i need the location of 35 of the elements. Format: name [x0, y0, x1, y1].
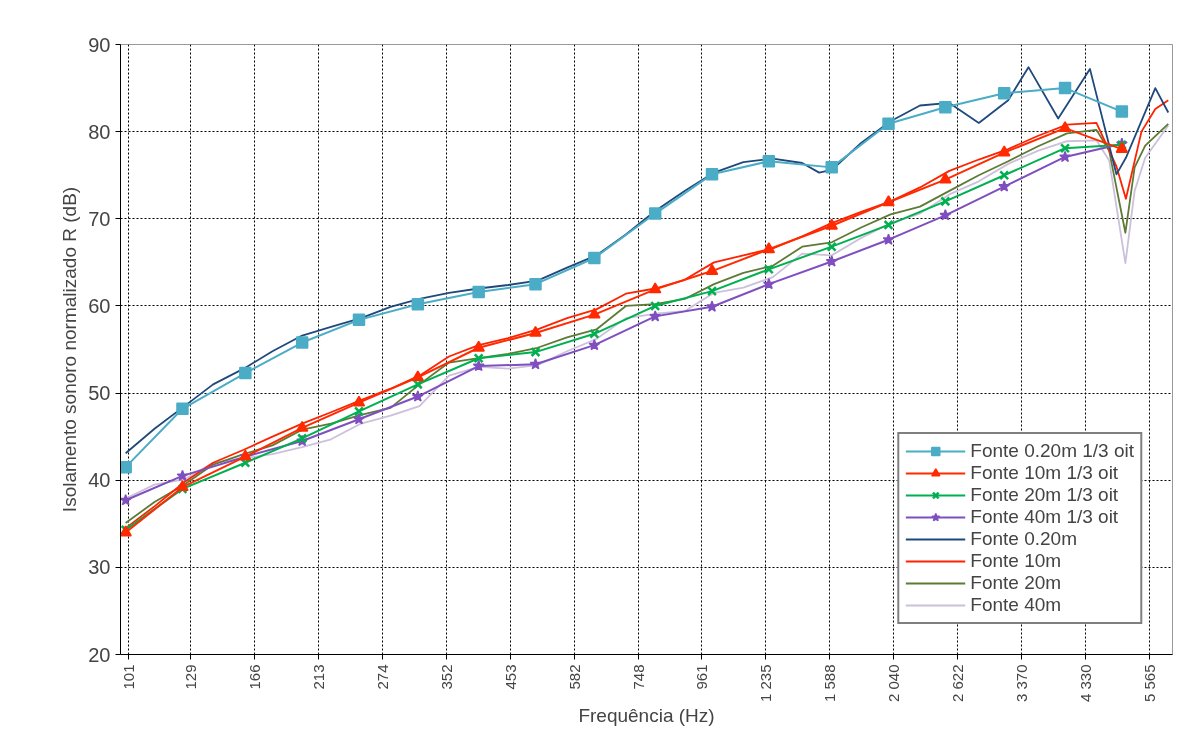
legend-label: Fonte 10m — [970, 550, 1062, 572]
legend-label: Fonte 40m — [970, 594, 1062, 616]
x-tick-label: 129 — [181, 664, 199, 690]
y-axis-title: Isolamento sonoro normalizado R (dB) — [59, 186, 81, 513]
x-tick-label: 4 330 — [1076, 664, 1094, 703]
x-tick-label: 582 — [565, 664, 583, 690]
x-tick-label: 3 370 — [1012, 664, 1030, 703]
y-tick-label: 30 — [88, 556, 111, 579]
x-tick-label: 213 — [309, 664, 327, 690]
legend-label: Fonte 20m — [970, 572, 1062, 594]
x-tick-label: 748 — [629, 664, 647, 690]
x-tick-label: 352 — [437, 664, 455, 690]
legend-label: Fonte 0.20m — [970, 528, 1077, 550]
x-tick-label: 5 565 — [1140, 664, 1158, 703]
x-tick-label: 166 — [246, 664, 264, 690]
x-tick-label: 1 588 — [821, 664, 839, 703]
x-tick-label: 961 — [693, 664, 711, 690]
legend-label: Fonte 0.20m 1/3 oit — [970, 440, 1134, 462]
y-tick-label: 70 — [88, 207, 111, 230]
x-tick-label: 2 622 — [948, 664, 966, 703]
y-tick-label: 50 — [88, 382, 111, 405]
legend-label: Fonte 40m 1/3 oit — [970, 506, 1119, 528]
x-tick-label: 274 — [373, 664, 391, 690]
y-tick-label: 80 — [88, 120, 111, 143]
y-tick-label: 40 — [88, 469, 111, 492]
y-tick-label: 60 — [88, 294, 111, 317]
x-tick-label: 101 — [119, 664, 137, 690]
x-tick-label: 1 235 — [757, 664, 775, 703]
y-tick-label: 90 — [88, 33, 111, 56]
legend-label: Fonte 10m 1/3 oit — [970, 462, 1119, 484]
y-tick-label: 20 — [88, 643, 111, 666]
x-axis-title: Frequência (Hz) — [578, 705, 715, 727]
x-tick-label: 453 — [501, 664, 519, 690]
x-tick-label: 2 040 — [885, 664, 903, 703]
legend-label: Fonte 20m 1/3 oit — [970, 484, 1119, 506]
